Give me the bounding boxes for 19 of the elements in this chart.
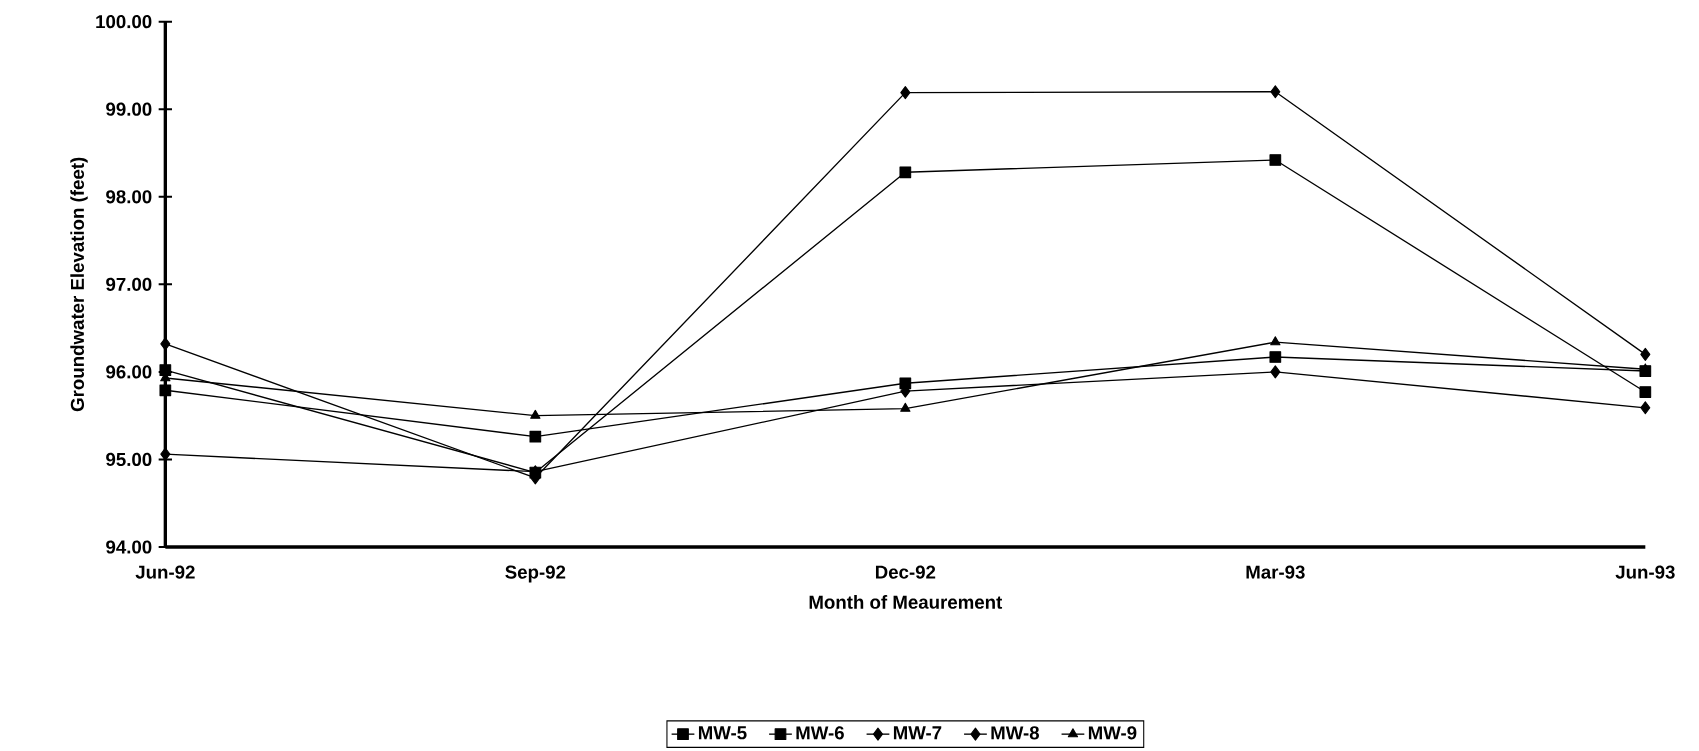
y-axis-title: Groundwater Elevation (feet) [70,157,88,412]
x-tick-label: Jun-92 [135,565,195,579]
y-tick-label: 99.00 [106,102,152,116]
x-tick-label: Sep-92 [505,565,566,583]
y-tick-label: 100.00 [96,15,152,29]
legend-label: MW-8 [991,726,1040,740]
y-tick-label: 96.00 [106,365,152,379]
x-tick-label: Jun-93 [1615,565,1675,579]
legend-label: MW-7 [893,726,942,740]
x-tick-label: Dec-92 [875,565,936,579]
x-axis-title: Month of Meaurement [809,595,1003,609]
legend-label: MW-6 [796,726,844,740]
y-tick-label: 98.00 [106,190,152,204]
x-tick-label: Mar-93 [1246,565,1305,579]
y-tick-label: 97.00 [106,277,152,291]
legend-label: MW-5 [698,726,747,740]
y-tick-label: 95.00 [106,452,152,467]
legend-label: MW-9 [1088,726,1137,740]
y-tick-label: 94.00 [106,540,152,554]
